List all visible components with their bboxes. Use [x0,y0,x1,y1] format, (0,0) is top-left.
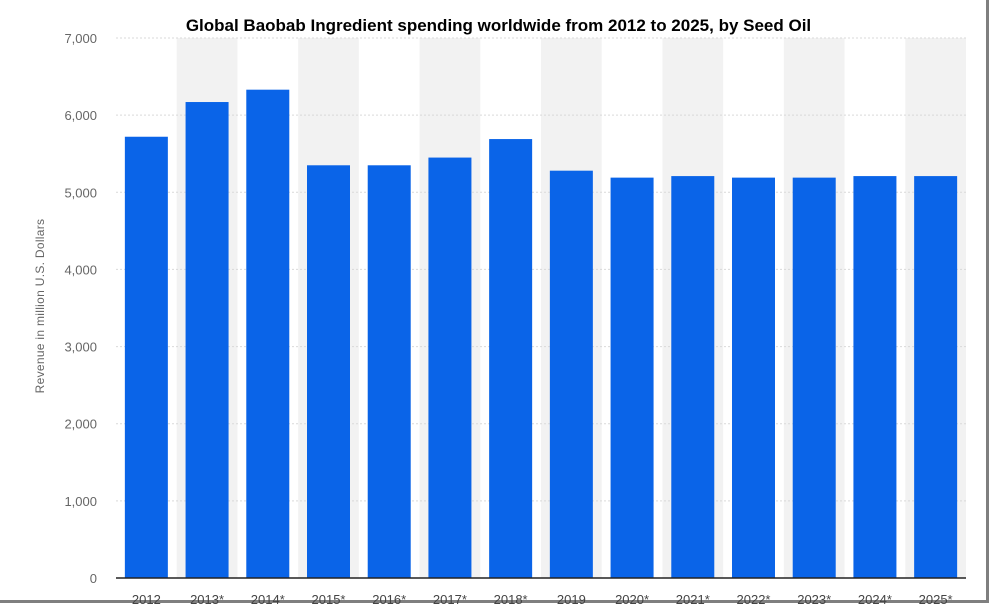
x-axis-ticks: 2012 2013* 2014* 2015* 2016* 2017* 2018* 2019 20… [132,592,953,607]
y-tick-label: 6,000 [64,108,97,123]
bar[interactable] [732,177,775,578]
x-tick-label: 2016* [372,592,406,607]
x-tick-label: 2024* [858,592,892,607]
bar[interactable] [549,170,593,578]
y-tick-label: 1,000 [64,494,97,509]
x-tick-label: 2013* [190,592,224,607]
x-tick-label: 2023* [797,592,831,607]
x-tick-label: 2022* [737,592,771,607]
bar[interactable] [853,176,897,579]
bar[interactable] [185,102,229,579]
y-tick-label: 3,000 [64,340,97,355]
bar[interactable] [367,165,411,579]
chart-frame [0,0,989,603]
bar[interactable] [124,136,168,578]
x-tick-label: 2017* [433,592,467,607]
x-tick-label: 2015* [312,592,346,607]
y-tick-label: 4,000 [64,262,97,277]
y-tick-label: 7,000 [64,31,97,46]
bar[interactable] [489,139,533,579]
x-tick-label: 2019 [557,592,586,607]
bars [124,89,958,579]
bar[interactable] [428,157,472,579]
x-tick-label: 2025* [919,592,953,607]
x-tick-label: 2018* [494,592,528,607]
bar[interactable] [307,165,350,579]
y-tick-label: 2,000 [64,417,97,432]
bar[interactable] [792,177,836,578]
bar[interactable] [246,89,290,578]
y-tick-label: 0 [90,571,97,586]
bar[interactable] [671,176,715,579]
x-tick-label: 2014* [251,592,285,607]
y-axis-ticks: 0 1,000 2,000 3,000 4,000 5,000 6,000 7,000 [64,31,97,586]
chart-title: Global Baobab Ingredient spending worldw… [185,16,812,35]
x-tick-label: 2012 [132,592,161,607]
bar[interactable] [914,176,958,579]
x-tick-label: 2021* [676,592,710,607]
bar[interactable] [610,177,654,578]
x-tick-label: 2020* [615,592,649,607]
y-tick-label: 5,000 [64,185,97,200]
